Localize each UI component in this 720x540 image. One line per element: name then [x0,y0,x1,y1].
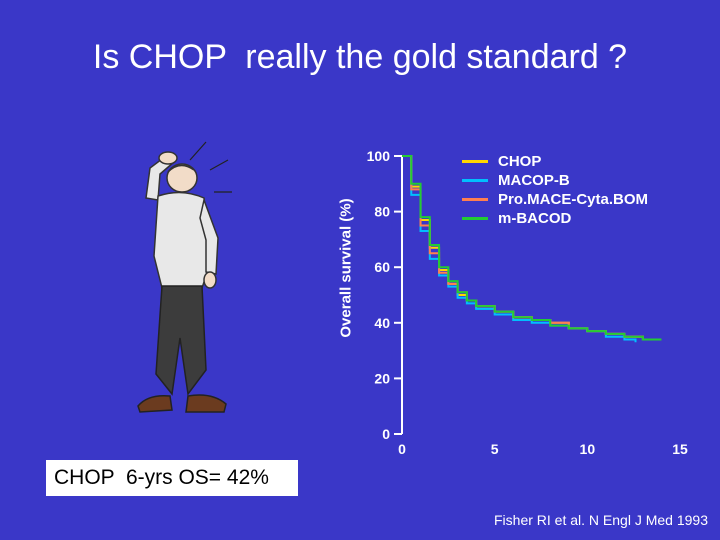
y-tick-label-20: 20 [374,370,390,386]
citation: Fisher RI et al. N Engl J Med 1993 [494,512,708,528]
chart-series-layer [402,155,662,343]
y-tick-label-100: 100 [367,148,391,164]
x-tick-label-10: 10 [580,441,596,457]
puzzled-man-scratching-head-icon [137,141,232,413]
x-tick-label-15: 15 [672,441,688,457]
legend-label-m-bacod: m-BACOD [498,210,572,227]
legend-item-macop-b: MACOP-B [462,171,648,190]
y-tick-label-0: 0 [382,426,390,442]
chart-legend: CHOP MACOP-B Pro.MACE-Cyta.BOM m-BACOD [462,152,648,228]
x-tick-label-5: 5 [491,441,499,457]
y-tick-label-80: 80 [374,204,390,220]
os-result-box: CHOP 6-yrs OS= 42% [46,460,298,496]
x-tick-label-0: 0 [398,441,406,457]
legend-label-macop-b: MACOP-B [498,172,570,189]
legend-item-m-bacod: m-BACOD [462,209,648,228]
y-tick-label-40: 40 [374,315,390,331]
series-line-3 [402,155,662,341]
chart-axes: 0 20 40 60 80 100 0 5 10 15 [367,148,688,457]
legend-label-promace-cytabom: Pro.MACE-Cyta.BOM [498,191,649,208]
y-axis-label: Overall survival (%) [337,198,355,338]
legend-item-promace-cytabom: Pro.MACE-Cyta.BOM [462,190,648,209]
legend-label-chop: CHOP [498,153,542,170]
legend-swatch-chop [462,160,488,163]
slide-title: Is CHOP really the gold standard ? [92,38,628,76]
legend-swatch-macop-b [462,179,488,182]
legend-swatch-m-bacod [462,217,488,220]
y-tick-label-60: 60 [374,259,390,275]
legend-swatch-promace-cytabom [462,198,488,201]
legend-item-chop: CHOP [462,152,648,171]
